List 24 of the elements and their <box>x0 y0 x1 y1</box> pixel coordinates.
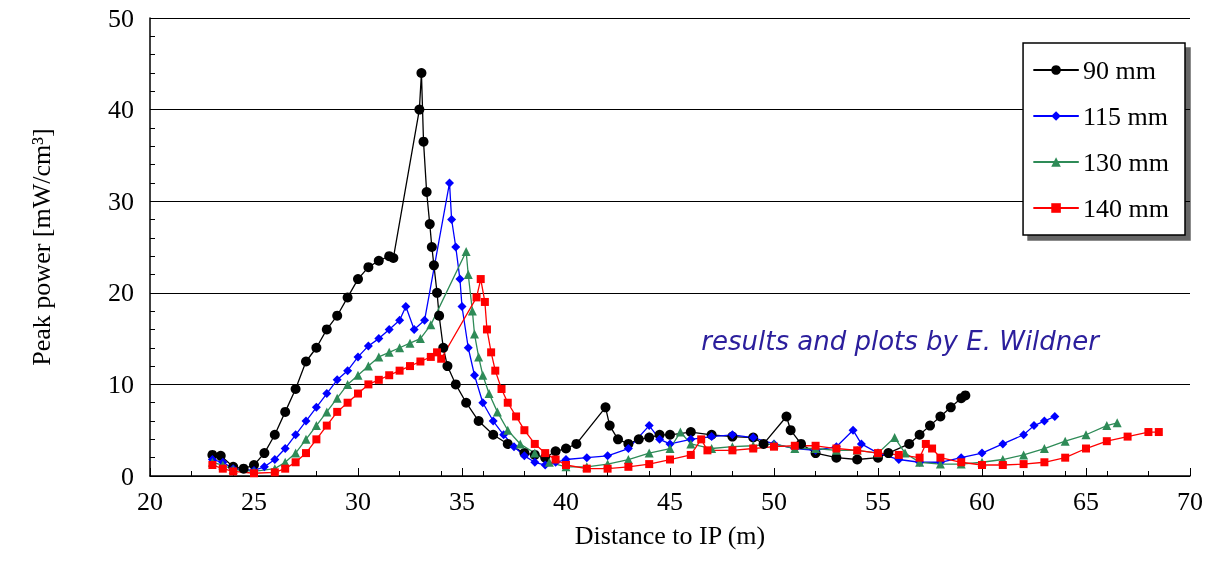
legend-label: 90 mm <box>1083 55 1157 85</box>
x-tick-label: 55 <box>865 486 891 516</box>
x-tick-label: 50 <box>761 486 787 516</box>
legend-label: 115 mm <box>1083 101 1169 131</box>
x-tick-label: 20 <box>137 486 163 516</box>
x-tick-label: 25 <box>241 486 267 516</box>
x-tick-label: 65 <box>1073 486 1099 516</box>
x-tick-label: 35 <box>449 486 475 516</box>
x-tick-label: 70 <box>1177 486 1203 516</box>
y-tick-label: 10 <box>108 369 134 399</box>
y-tick-label: 20 <box>108 278 134 308</box>
x-tick-label: 45 <box>657 486 683 516</box>
y-tick-label: 50 <box>108 3 134 33</box>
annotation: results and plots by E. Wildner <box>701 326 1102 356</box>
legend-label: 140 mm <box>1083 193 1170 223</box>
y-tick-label: 40 <box>108 95 134 125</box>
legend-label: 130 mm <box>1083 147 1170 177</box>
y-axis-title: Peak power [mW/cm³] <box>26 128 56 366</box>
y-tick-label: 0 <box>121 461 134 491</box>
x-tick-label: 60 <box>969 486 995 516</box>
x-tick-label: 40 <box>553 486 579 516</box>
x-axis-title: Distance to IP (m) <box>574 520 766 550</box>
x-tick-label: 30 <box>345 486 371 516</box>
y-tick-label: 30 <box>108 186 134 216</box>
